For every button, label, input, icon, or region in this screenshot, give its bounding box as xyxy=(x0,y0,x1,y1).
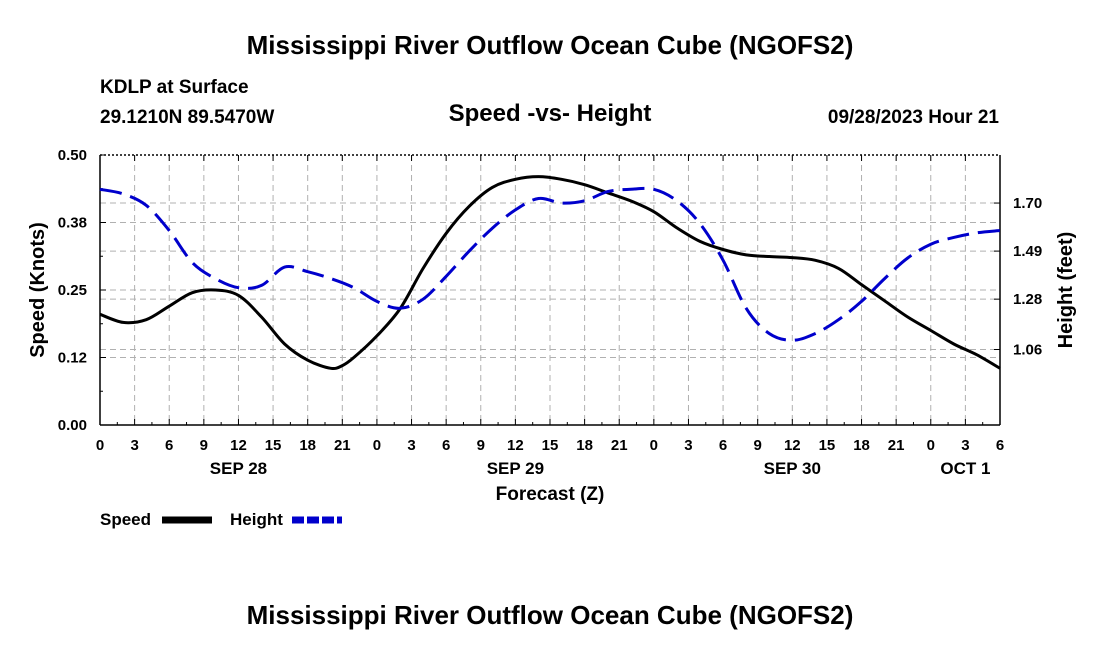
series-line-height xyxy=(99,186,1001,342)
x-tick-label: 0 xyxy=(650,437,658,454)
x-tick-label: 18 xyxy=(299,437,316,454)
y-left-tick-label: 0.12 xyxy=(58,350,87,367)
x-tick-label: 21 xyxy=(334,437,351,454)
station-label: KDLP at Surface xyxy=(100,77,249,98)
x-tick-label: 3 xyxy=(130,437,138,454)
x-tick-label: 12 xyxy=(784,437,801,454)
x-tick-label: 6 xyxy=(719,437,727,454)
y-left-axis-title: Speed (Knots) xyxy=(27,222,49,358)
chart-subtitle: Speed -vs- Height xyxy=(448,100,652,127)
date-label: OCT 1 xyxy=(940,459,990,478)
y-right-tick-label: 1.28 xyxy=(1013,291,1042,308)
y-right-tick-label: 1.70 xyxy=(1013,195,1042,212)
x-tick-label: 6 xyxy=(165,437,173,454)
legend-label-height: Height xyxy=(230,510,283,529)
x-tick-label: 18 xyxy=(853,437,870,454)
x-tick-label: 18 xyxy=(576,437,593,454)
date-label: SEP 28 xyxy=(210,459,267,478)
x-tick-label: 3 xyxy=(961,437,969,454)
legend-label-speed: Speed xyxy=(100,510,151,529)
series-line-speed xyxy=(99,175,1001,371)
y-left-tick-label: 0.25 xyxy=(58,282,87,299)
footer-title: Mississippi River Outflow Ocean Cube (NG… xyxy=(246,600,854,630)
x-tick-label: 12 xyxy=(507,437,524,454)
x-tick-label: 21 xyxy=(888,437,905,454)
y-left-tick-label: 0.38 xyxy=(58,215,87,232)
y-right-tick-label: 1.49 xyxy=(1013,243,1042,260)
x-tick-label: 15 xyxy=(819,437,836,454)
x-tick-label: 9 xyxy=(754,437,762,454)
x-tick-label: 6 xyxy=(996,437,1004,454)
location-label: 29.1210N 89.5470W xyxy=(100,107,275,128)
y-left-tick-label: 0.50 xyxy=(58,147,87,164)
y-right-tick-label: 1.06 xyxy=(1013,341,1042,358)
y-left-tick-label: 0.00 xyxy=(58,417,87,434)
chart-title: Mississippi River Outflow Ocean Cube (NG… xyxy=(246,30,854,60)
x-tick-label: 21 xyxy=(611,437,628,454)
x-tick-label: 3 xyxy=(407,437,415,454)
y-right-axis-title: Height (feet) xyxy=(1055,232,1077,349)
x-axis-title: Forecast (Z) xyxy=(496,484,605,505)
x-tick-label: 9 xyxy=(200,437,208,454)
x-tick-label: 0 xyxy=(927,437,935,454)
x-tick-label: 3 xyxy=(684,437,692,454)
x-tick-label: 12 xyxy=(230,437,247,454)
x-tick-label: 9 xyxy=(477,437,485,454)
x-tick-label: 0 xyxy=(96,437,104,454)
date-label: SEP 30 xyxy=(764,459,821,478)
x-tick-label: 15 xyxy=(265,437,282,454)
x-tick-label: 6 xyxy=(442,437,450,454)
x-tick-label: 15 xyxy=(542,437,559,454)
date-label: SEP 29 xyxy=(487,459,544,478)
x-tick-label: 0 xyxy=(373,437,381,454)
datetime-label: 09/28/2023 Hour 21 xyxy=(827,107,999,128)
